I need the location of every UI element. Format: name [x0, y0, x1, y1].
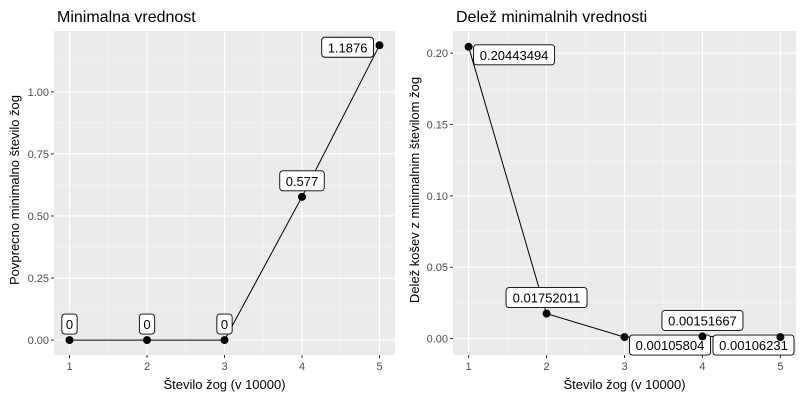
- left-data-label: 1.1876: [328, 40, 368, 55]
- right-y-axis-title: Delež košev z minimalnim številom žog: [407, 77, 422, 303]
- right-y-tick-label: 0.15: [427, 119, 448, 131]
- right-data-point: [698, 332, 707, 341]
- right-x-axis-title: Število žog (v 10000): [563, 377, 685, 392]
- left-x-tick-label: 3: [221, 361, 227, 373]
- left-data-point: [143, 336, 151, 345]
- right-chart-title: Delež minimalnih vrednosti: [456, 9, 647, 26]
- left-data-point: [65, 336, 74, 345]
- left-x-tick-label: 2: [144, 361, 150, 373]
- right-y-tick-label: 0.10: [427, 191, 448, 203]
- right-data-label-box: [661, 309, 744, 331]
- right-x-tick-label: 3: [621, 361, 627, 373]
- left-chart-title: Minimalna vrednost: [57, 9, 196, 26]
- left-y-tick-label: 0.75: [28, 149, 49, 161]
- left-data-label: 0: [221, 317, 228, 332]
- left-x-tick-label: 4: [299, 361, 305, 373]
- right-data-label: 0.00151667: [668, 313, 737, 328]
- plot-layer: 1 2 3 4 50.000.250.500.751.000 0 00.5771.18761…: [28, 31, 796, 373]
- left-x-tick-label: 1: [66, 361, 72, 373]
- right-x-tick-label: 2: [543, 361, 549, 373]
- left-y-tick-label: 0.50: [28, 211, 49, 223]
- left-data-label-box: [138, 313, 156, 335]
- left-panel: 1 2 3 4 5 0.00 0.25 0.50 0.75 1.00 0 0 0 0.577 1.1876: [28, 31, 395, 373]
- left-x-tick-label: 5: [376, 361, 382, 373]
- right-data-label: 0.01752011: [513, 291, 581, 306]
- right-data-label-box: [712, 334, 795, 356]
- left-data-label: 0.577: [286, 174, 319, 189]
- right-panel: 1 2 3 4 5 0.00 0.05 0.10 0.15 0.20 0.20443494 0.017…: [427, 31, 796, 373]
- right-data-label: 0.00105804: [636, 338, 705, 353]
- right-y-tick-label: 0.00: [427, 334, 448, 346]
- right-y-tick-label: 0.05: [427, 262, 448, 274]
- left-data-label-box: [279, 170, 325, 192]
- right-y-tick-label: 0.20: [427, 48, 448, 60]
- right-data-point: [464, 42, 473, 51]
- left-data-label: 0: [143, 317, 150, 332]
- left-data-point: [375, 41, 384, 50]
- right-data-label-box: [629, 334, 711, 356]
- right-x-tick-label: 4: [699, 361, 705, 373]
- left-data-label-box: [61, 313, 78, 335]
- right-data-point: [776, 333, 785, 342]
- left-data-label-box: [216, 313, 233, 335]
- left-x-axis-title: Število žog (v 10000): [163, 377, 285, 392]
- left-y-tick-label: 0.25: [28, 273, 49, 285]
- left-data-point: [220, 336, 229, 345]
- right-data-label: 0.00106231: [719, 338, 788, 353]
- right-x-tick-label: 1: [466, 361, 472, 373]
- left-data-label: 0: [66, 317, 73, 332]
- right-data-label-box: [473, 44, 556, 66]
- right-data-label-box: [505, 287, 588, 309]
- right-data-label: 0.20443494: [480, 48, 549, 63]
- left-y-axis-title: Povprecno minimalno število žog: [7, 95, 22, 285]
- right-data-point: [620, 333, 629, 342]
- left-data-label-box: [321, 36, 374, 58]
- left-data-point: [298, 192, 306, 201]
- right-x-tick-label: 5: [777, 361, 783, 373]
- left-y-tick-label: 1.00: [28, 87, 49, 99]
- right-data-point: [542, 309, 551, 318]
- left-y-tick-label: 0.00: [28, 335, 49, 347]
